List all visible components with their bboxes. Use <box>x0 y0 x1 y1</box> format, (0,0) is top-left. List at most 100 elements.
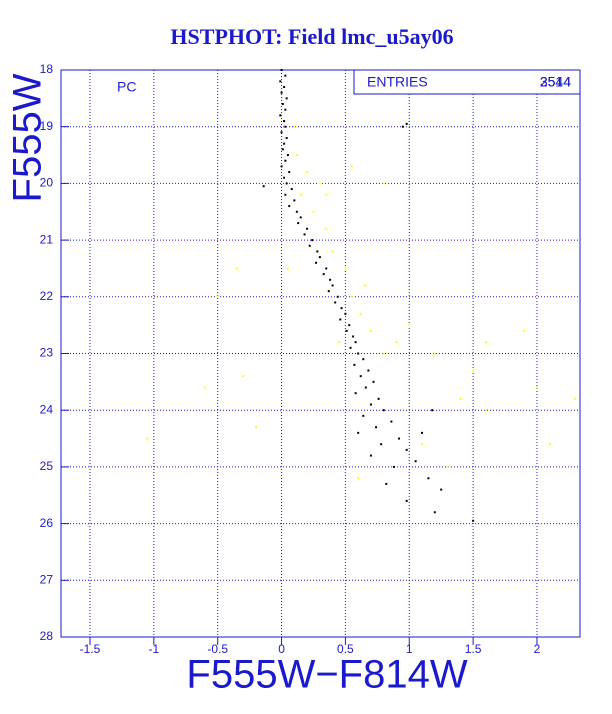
point <box>286 267 289 270</box>
point <box>357 352 360 355</box>
point <box>484 341 487 344</box>
point <box>350 165 353 168</box>
point <box>303 233 306 236</box>
y-tick-label: 28 <box>40 629 54 643</box>
point <box>390 420 393 423</box>
point <box>283 142 286 145</box>
point <box>316 250 319 253</box>
point <box>146 437 149 440</box>
point <box>382 182 385 185</box>
point <box>369 454 372 457</box>
point <box>352 335 355 338</box>
point <box>401 125 404 128</box>
point <box>548 443 551 446</box>
point <box>284 193 287 196</box>
point <box>484 409 487 412</box>
point <box>353 363 356 366</box>
point <box>284 125 287 128</box>
point <box>375 426 378 429</box>
point <box>235 267 238 270</box>
point <box>433 511 436 514</box>
point <box>440 488 443 491</box>
point <box>295 154 298 157</box>
point <box>535 386 538 389</box>
point <box>315 261 318 264</box>
point <box>327 290 330 293</box>
point <box>280 91 283 94</box>
point <box>408 324 411 327</box>
point <box>311 239 314 242</box>
point <box>382 409 385 412</box>
point <box>288 171 291 174</box>
point <box>338 341 341 344</box>
entries-value: 2544 <box>540 74 571 90</box>
point <box>369 403 372 406</box>
chart-title: HSTPHOT: Field lmc_u5ay06 <box>170 24 453 49</box>
point <box>398 437 401 440</box>
y-tick-label: 20 <box>40 176 54 190</box>
point <box>325 267 328 270</box>
point <box>472 519 475 522</box>
point <box>348 324 351 327</box>
point <box>523 329 526 332</box>
point <box>331 250 334 253</box>
point <box>283 86 286 89</box>
point <box>329 278 332 281</box>
y-axis-label: F555W <box>6 73 50 202</box>
point <box>405 499 408 502</box>
point <box>385 482 388 485</box>
point <box>285 137 288 140</box>
point <box>279 80 282 83</box>
point <box>421 443 424 446</box>
y-tick-label: 24 <box>40 402 54 416</box>
point <box>255 426 258 429</box>
point <box>574 397 577 400</box>
point <box>382 352 385 355</box>
point <box>284 74 287 77</box>
point <box>293 199 296 202</box>
point <box>345 329 348 332</box>
point <box>377 397 380 400</box>
point <box>367 369 370 372</box>
point <box>357 431 360 434</box>
point <box>359 312 362 315</box>
point <box>362 414 365 417</box>
point <box>362 358 365 361</box>
point <box>290 188 293 191</box>
point <box>359 375 362 378</box>
entries-value: 3514 <box>540 74 571 90</box>
point <box>369 329 372 332</box>
x-tick-label: 1 <box>406 642 413 656</box>
point <box>325 227 328 230</box>
point <box>334 301 337 304</box>
point <box>295 210 298 213</box>
point <box>405 448 408 451</box>
point <box>216 295 219 298</box>
point <box>336 295 339 298</box>
point <box>281 103 284 106</box>
point <box>297 222 300 225</box>
point <box>262 185 265 188</box>
point <box>354 392 357 395</box>
point <box>322 273 325 276</box>
point <box>306 227 309 230</box>
x-tick-label: -1 <box>149 642 160 656</box>
point <box>344 312 347 315</box>
y-tick-label: 19 <box>40 119 54 133</box>
point <box>280 131 283 134</box>
point <box>279 114 282 117</box>
point <box>308 244 311 247</box>
point <box>364 386 367 389</box>
y-tick-label: 27 <box>40 572 54 586</box>
x-tick-label: 2 <box>534 642 541 656</box>
point <box>414 460 417 463</box>
point <box>427 477 430 480</box>
point <box>284 108 287 111</box>
point <box>349 346 352 349</box>
point <box>339 318 342 321</box>
panel-label: PC <box>117 79 136 95</box>
point <box>431 409 434 412</box>
x-tick-label: 0 <box>278 642 285 656</box>
point <box>283 176 286 179</box>
